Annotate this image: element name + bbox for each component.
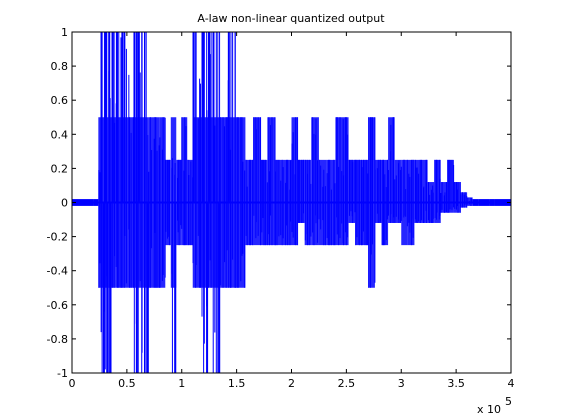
x-tick-label: 0 <box>69 377 76 390</box>
y-tick-label: 0.2 <box>51 162 69 175</box>
x-tick-label: 2 <box>288 377 295 390</box>
signal-segment <box>311 117 319 246</box>
y-axis: 1 0.8 0.6 0.4 0.2 0 -0.2 -0.4 -0.6 -0.8 -1 <box>47 26 511 380</box>
x-tick-label: 1.5 <box>228 377 246 390</box>
x-tick-label: 4 <box>508 377 515 390</box>
y-tick-label: -0.4 <box>47 265 68 278</box>
y-tick-label: 0.4 <box>51 128 69 141</box>
chart-title: A-law non-linear quantized output <box>197 12 385 25</box>
signal-segment <box>494 199 511 206</box>
signal-segment <box>447 159 454 213</box>
y-tick-label: 0.6 <box>51 94 69 107</box>
signal-segment <box>267 117 276 246</box>
data-layer <box>72 32 511 373</box>
y-tick-label: -0.6 <box>47 299 68 312</box>
x-axis: 0 0.5 1 1.5 2 2.5 3 3.5 4 <box>69 32 515 390</box>
x-scale-label: x 10 <box>477 403 501 416</box>
signal-segment <box>394 159 402 223</box>
y-tick-label: 0 <box>61 197 68 210</box>
y-tick-label: 1 <box>61 26 68 39</box>
signal-segment <box>414 159 422 223</box>
signal-segment <box>253 117 261 246</box>
x-tick-label: 2.5 <box>338 377 356 390</box>
x-tick-label: 0.5 <box>118 377 136 390</box>
x-tick-label: 3.5 <box>447 377 465 390</box>
x-tick-label: 1 <box>178 377 185 390</box>
y-tick-label: -0.8 <box>47 333 68 346</box>
x-tick-label: 3 <box>398 377 405 390</box>
y-tick-label: -0.2 <box>47 231 68 244</box>
y-tick-label: 0.8 <box>51 60 69 73</box>
y-tick-label: -1 <box>57 367 68 380</box>
signal-segment <box>388 117 395 223</box>
x-scale-exponent: 5 <box>505 395 512 408</box>
